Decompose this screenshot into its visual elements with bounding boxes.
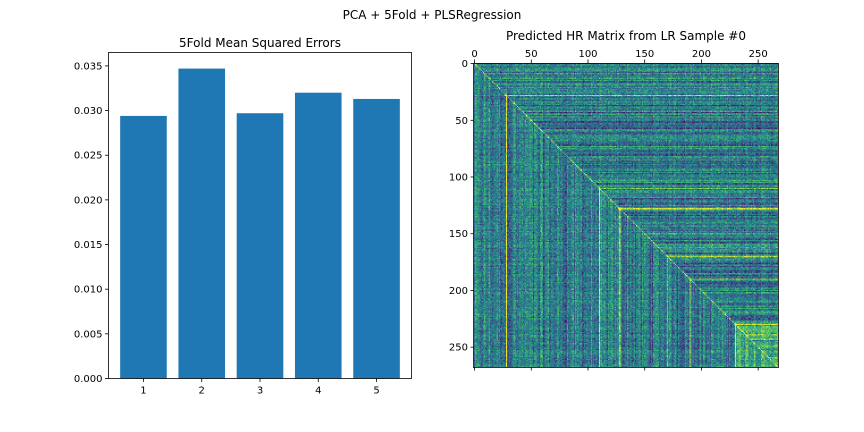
x-tick-label: 0	[471, 49, 477, 60]
x-tick-label: 200	[692, 49, 711, 60]
bar	[120, 115, 167, 379]
y-tick-label: 0.000	[74, 374, 103, 385]
heatmap-y-axis: 0 50 100 150 200 250	[449, 59, 474, 354]
y-tick-label: 100	[449, 173, 468, 184]
y-tick-label: 0.025	[74, 151, 103, 162]
y-tick-label: 0.010	[74, 285, 103, 296]
heatmap-image	[474, 63, 778, 367]
x-tick-label: 5	[373, 386, 379, 397]
bar-chart-title: 5Fold Mean Squared Errors	[179, 36, 341, 50]
heatmap-x-axis: 0 50 100 150 200 250	[471, 49, 768, 63]
x-tick-label: 100	[578, 49, 597, 60]
x-tick-label: 4	[315, 386, 321, 397]
y-tick-label: 250	[449, 343, 468, 354]
y-tick-label: 0.015	[74, 240, 103, 251]
heatmap-title: Predicted HR Matrix from LR Sample #0	[506, 29, 746, 43]
y-tick-label: 0.035	[74, 61, 103, 72]
bar-x-axis: 1 2 3 4 5	[140, 378, 380, 397]
heatmap-chart: Predicted HR Matrix from LR Sample #0 0 5…	[449, 29, 768, 371]
bar-chart: 5Fold Mean Squared Errors 0.000 0.005 0.01…	[74, 36, 412, 397]
bar	[353, 98, 400, 379]
x-tick-label: 1	[140, 386, 146, 397]
y-tick-label: 200	[449, 286, 468, 297]
heatmap-bottom-ticks	[474, 367, 759, 371]
x-tick-label: 250	[749, 49, 768, 60]
y-tick-label: 0.020	[74, 195, 103, 206]
figure-title: PCA + 5Fold + PLSRegression	[343, 8, 522, 22]
x-tick-label: 3	[257, 386, 263, 397]
bar-y-axis: 0.000 0.005 0.010 0.015 0.020 0.025 0.030 0.035	[74, 61, 109, 385]
y-tick-label: 50	[455, 116, 468, 127]
bar	[236, 113, 284, 379]
x-tick-label: 150	[635, 49, 654, 60]
y-tick-label: 0.005	[74, 329, 103, 340]
y-tick-label: 150	[449, 229, 468, 240]
bar-plot-frame	[108, 52, 412, 379]
bar	[294, 92, 342, 379]
bar-series	[120, 68, 400, 379]
y-tick-label: 0	[462, 59, 468, 70]
y-tick-label: 0.030	[74, 106, 103, 117]
x-tick-label: 50	[525, 49, 538, 60]
bar	[178, 68, 226, 379]
x-tick-label: 2	[199, 386, 205, 397]
